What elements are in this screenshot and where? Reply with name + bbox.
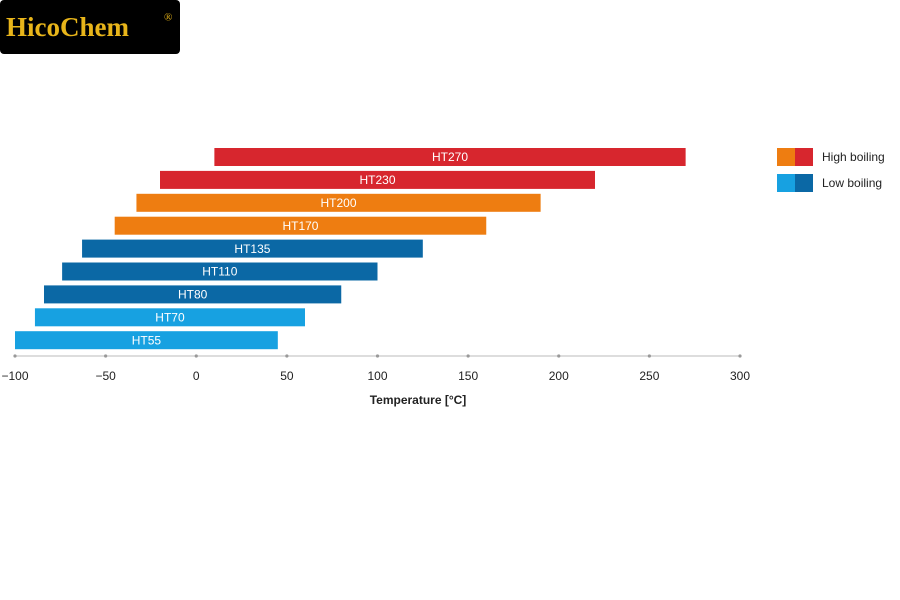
x-tick-mark bbox=[557, 354, 561, 358]
legend-label: Low boiling bbox=[822, 176, 882, 190]
x-tick-label: 250 bbox=[639, 369, 659, 383]
bar-label: HT170 bbox=[282, 219, 318, 233]
x-tick-label: 150 bbox=[458, 369, 478, 383]
logo-box bbox=[0, 0, 180, 54]
legend-swatch bbox=[795, 174, 813, 192]
x-tick-label: 300 bbox=[730, 369, 750, 383]
legend-swatch bbox=[777, 148, 795, 166]
legend-swatch bbox=[777, 174, 795, 192]
logo-mark: ® bbox=[164, 12, 172, 24]
x-tick-label: 200 bbox=[549, 369, 569, 383]
x-tick-label: −50 bbox=[95, 369, 116, 383]
x-tick-mark bbox=[104, 354, 108, 358]
x-tick-mark bbox=[466, 354, 470, 358]
x-tick-mark bbox=[738, 354, 742, 358]
bar bbox=[136, 193, 541, 212]
bar bbox=[15, 331, 278, 350]
bar-label: HT55 bbox=[132, 333, 162, 347]
x-tick-label: −100 bbox=[1, 369, 28, 383]
bar-label: HT200 bbox=[321, 196, 357, 210]
bar-label: HT230 bbox=[359, 173, 395, 187]
legend-swatch bbox=[795, 148, 813, 166]
bar bbox=[82, 239, 423, 258]
bar bbox=[34, 308, 305, 327]
bar bbox=[44, 285, 342, 304]
x-tick-mark bbox=[285, 354, 289, 358]
x-tick-mark bbox=[375, 354, 380, 358]
bar bbox=[160, 170, 595, 189]
bar bbox=[214, 148, 686, 166]
logo-text: HicoChem bbox=[6, 12, 129, 42]
x-axis-title: Temperature [°C] bbox=[370, 393, 467, 407]
bar-label: HT80 bbox=[178, 288, 208, 302]
x-tick-label: 0 bbox=[193, 369, 200, 383]
bar-label: HT270 bbox=[432, 150, 468, 164]
x-tick-label: 50 bbox=[280, 369, 294, 383]
x-tick-mark bbox=[13, 354, 17, 358]
bar-label: HT110 bbox=[202, 265, 237, 279]
legend-label: High boiling bbox=[822, 150, 885, 164]
bar bbox=[114, 216, 487, 235]
bar-label: HT70 bbox=[155, 310, 185, 324]
bar-label: HT135 bbox=[234, 242, 270, 256]
x-tick-label: 100 bbox=[367, 369, 387, 383]
x-tick-mark bbox=[194, 354, 198, 358]
x-tick-mark bbox=[647, 354, 651, 358]
bar bbox=[62, 262, 378, 281]
